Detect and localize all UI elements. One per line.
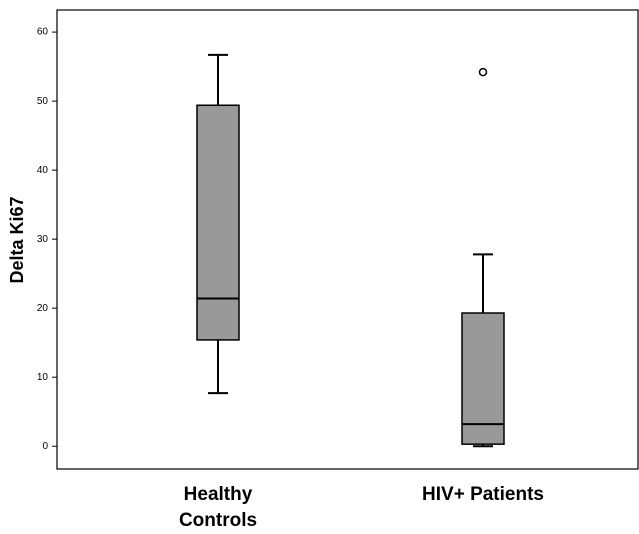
x-tick-label: HIV+ Patients [422,484,544,505]
y-tick-label: 40 [37,165,49,176]
box [196,104,240,341]
y-tick-label: 10 [37,372,49,383]
y-tick-label: 0 [42,441,48,452]
outlier [478,67,488,77]
box [461,312,505,445]
y-axis-label: Delta Ki67 [7,196,27,283]
x-tick-label: Healthy Controls [178,484,258,531]
plot-frame [56,9,639,470]
y-tick-label: 20 [37,303,49,314]
y-tick-label: 50 [37,96,49,107]
y-tick-label: 60 [37,27,49,38]
y-tick-label: 30 [37,234,49,245]
